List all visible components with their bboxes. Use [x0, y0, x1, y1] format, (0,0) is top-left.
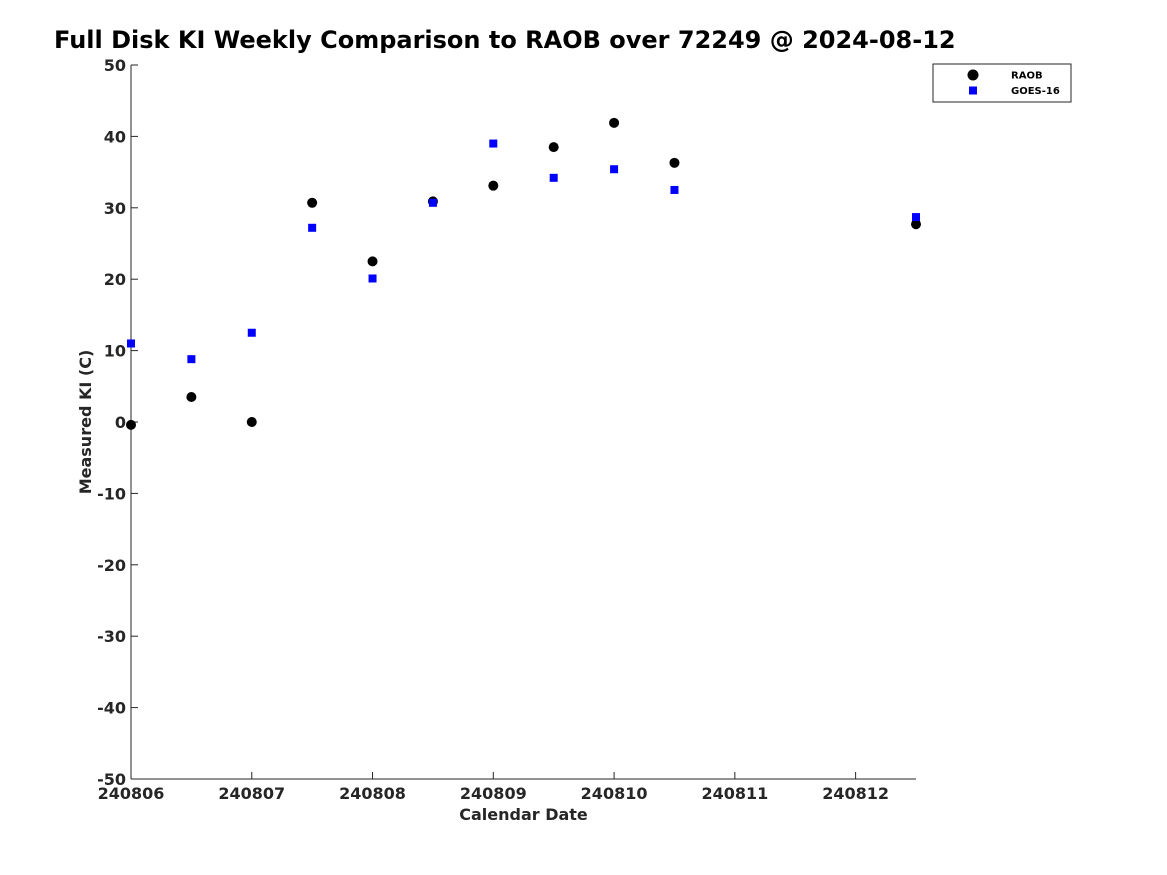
y-tick-label: -20: [97, 556, 126, 575]
goes-16-point: [670, 185, 679, 194]
goes-16-point: [549, 173, 558, 182]
goes-16-point: [428, 198, 437, 207]
raob-point: [126, 419, 136, 430]
goes-16-point: [187, 355, 196, 364]
legend-label-raob: RAOB: [1011, 71, 1043, 82]
goes-16-point: [610, 165, 619, 174]
y-ticks: 50 40 30 20 10 0 -10 -20 -30 -40 -50: [97, 56, 138, 789]
y-tick-label: 10: [104, 342, 126, 361]
raob-point: [609, 117, 620, 128]
x-tick-label: 240812: [822, 784, 889, 803]
goes-16-point: [247, 328, 256, 337]
legend-entries: RAOB GOES-16: [967, 69, 1060, 97]
x-tick-label: 240808: [339, 784, 406, 803]
raob-point: [911, 219, 921, 230]
raob-point: [367, 256, 378, 267]
x-tick-label: 240810: [581, 784, 648, 803]
x-axis-label: Calendar Date: [459, 805, 588, 824]
raob-point: [488, 180, 499, 191]
legend-label-goes-16: GOES-16: [1011, 86, 1060, 97]
raob-point: [307, 197, 318, 208]
goes-16-point: [127, 339, 135, 348]
legend-box: [932, 63, 1072, 103]
legend-marker-goes-16: [969, 86, 977, 95]
y-tick-label: 0: [115, 413, 126, 432]
y-tick-label: -30: [97, 627, 126, 646]
x-tick-label: 240806: [98, 784, 165, 803]
raob-point: [548, 142, 559, 153]
y-tick-label: -40: [97, 699, 126, 718]
raob-point: [669, 157, 680, 168]
goes-16-point: [912, 213, 920, 222]
y-tick-label: 40: [104, 127, 126, 146]
goes-16-point: [308, 223, 317, 232]
y-tick-label: 50: [104, 56, 126, 75]
x-ticks: 240806 240807 240808 240809 240810 240811 2408…: [98, 772, 889, 803]
y-tick-label: -10: [97, 484, 126, 503]
chart-title: Full Disk KI Weekly Comparison to RAOB o…: [54, 26, 956, 54]
y-axis-label: Measured KI (C): [76, 350, 95, 495]
goes-16-point: [368, 274, 377, 283]
y-tick-label: 30: [104, 199, 126, 218]
plot-area: 240806 240807 240808 240809 240810 240811 2408…: [76, 56, 921, 824]
y-tick-label: -50: [97, 770, 126, 789]
raob-point: [186, 392, 197, 403]
markers: [126, 117, 921, 430]
raob-point: [246, 417, 257, 427]
legend: RAOB GOES-16: [932, 63, 1072, 103]
goes-16-point: [489, 139, 498, 148]
y-tick-label: 20: [104, 270, 126, 289]
x-tick-label: 240809: [460, 784, 527, 803]
x-tick-label: 240807: [218, 784, 285, 803]
x-tick-label: 240811: [701, 784, 768, 803]
legend-marker-raob: [967, 69, 979, 81]
